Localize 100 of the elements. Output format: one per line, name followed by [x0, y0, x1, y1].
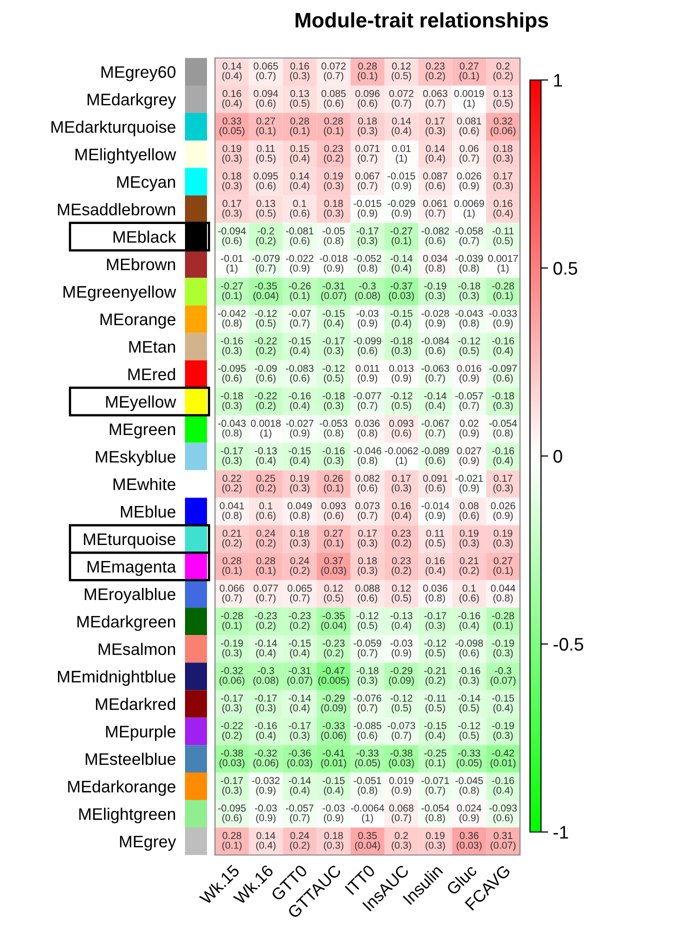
data-label: 0.12 (0.5) — [392, 584, 412, 604]
data-label: -0.12 (0.5) — [390, 392, 412, 412]
data-label: -0.058 (0.7) — [455, 227, 483, 246]
data-label: 0.18 (0.3) — [358, 557, 378, 576]
data-label: 0.25 (0.2) — [256, 474, 276, 494]
data-label: 0.016 (0.9) — [457, 364, 482, 384]
data-label: 0.1 (0.6) — [256, 502, 276, 521]
data-label: 0.19 (0.3) — [493, 530, 513, 548]
data-label: -0.015 (0.9) — [354, 200, 382, 219]
data-label: -0.057 (0.7) — [455, 392, 483, 412]
data-label: 0.085 (0.6) — [321, 90, 346, 109]
data-label: 0.02 (0.9) — [460, 420, 479, 439]
data-label: -0.059 (0.7) — [354, 640, 382, 658]
data-label: -0.032 (0.9) — [252, 777, 280, 796]
data-label: 0.18 (0.3) — [222, 172, 242, 192]
data-label: 0.19 (0.3) — [324, 172, 344, 192]
data-label: 0.065 (0.7) — [288, 584, 312, 604]
data-label: -0.16 (0.4) — [492, 777, 514, 796]
data-label: 0.12 (0.5) — [324, 584, 344, 604]
data-label: -0.14 (0.5) — [458, 694, 480, 714]
data-label: -0.33 (0.06) — [321, 722, 346, 741]
data-label: 0.23 (0.2) — [392, 530, 412, 548]
data-label: 0.17 (0.3) — [493, 474, 513, 494]
data-label: 0.24 (0.2) — [290, 832, 310, 851]
data-label: -0.2 (0.2) — [256, 227, 276, 246]
y-tick-label: MEwhite — [114, 478, 176, 490]
y-tick-label: MEgrey — [120, 836, 176, 851]
data-label: -0.033 (0.9) — [489, 310, 517, 329]
data-label: -0.16 (0.4) — [288, 392, 311, 412]
data-label: 0.019 (0.9) — [389, 777, 414, 796]
data-label: 0.37 (0.03) — [321, 557, 346, 576]
data-label: -0.19 (0.3) — [220, 640, 243, 658]
data-label: 0.28 (0.1) — [290, 117, 310, 136]
data-label: -0.12 (0.5) — [424, 640, 446, 658]
y-tick-label: MEmagenta — [88, 561, 176, 576]
data-label: -0.17 (0.3) — [322, 337, 345, 356]
data-label: 0.024 (0.9) — [457, 804, 482, 824]
data-label: 0.063 (0.7) — [423, 90, 448, 109]
data-label: 0.06 (0.7) — [460, 144, 479, 164]
data-label: -0.03 (0.9) — [390, 640, 412, 658]
data-label: 0.17 (0.3) — [392, 474, 412, 494]
data-label: -0.093 (0.6) — [489, 804, 517, 824]
data-label: -0.17 (0.3) — [220, 694, 243, 714]
data-label: -0.021 (0.9) — [455, 474, 483, 494]
data-label: 0.071 (0.7) — [355, 144, 380, 164]
color-bar-label: -0.5 — [554, 638, 584, 651]
data-label: -0.14 (0.4) — [288, 777, 311, 796]
data-label: -0.26 (0.1) — [288, 282, 311, 302]
data-label: -0.11 (0.5) — [424, 694, 446, 714]
data-label: -0.18 (0.3) — [322, 392, 345, 412]
data-label: 0.067 (0.7) — [355, 172, 380, 192]
data-label: -0.095 (0.6) — [218, 364, 246, 384]
data-label: -0.38 (0.03) — [388, 750, 414, 768]
data-label: -0.3 (0.08) — [253, 667, 278, 686]
data-label: 0.19 (0.3) — [222, 144, 242, 164]
data-label: -0.28 (0.1) — [492, 612, 514, 631]
data-label: 0.091 (0.6) — [423, 474, 448, 494]
data-label: 0.21 (0.2) — [460, 557, 479, 576]
data-label: -0.13 (0.4) — [390, 612, 412, 631]
data-label: 0.093 (0.6) — [389, 420, 414, 439]
data-label: -0.16 (0.3) — [322, 447, 345, 466]
data-label: 0.16 (0.4) — [392, 502, 412, 521]
data-label: 0.1 (0.6) — [290, 200, 310, 219]
color-bar-label: 1 — [554, 74, 562, 87]
data-label: 0.21 (0.2) — [222, 530, 242, 548]
data-label: 0.18 (0.3) — [358, 117, 378, 136]
data-label: 0.17 (0.3) — [222, 200, 242, 219]
data-label: -0.41 (0.01) — [321, 750, 346, 768]
data-label: -0.018 (0.9) — [320, 254, 348, 274]
data-label: 0.082 (0.6) — [355, 474, 380, 494]
data-label: 0.17 (0.3) — [358, 530, 378, 548]
data-label: 0.065 (0.7) — [254, 62, 278, 82]
data-label: -0.23 (0.2) — [254, 612, 277, 631]
y-tick-label: MEgreenyellow — [64, 286, 176, 302]
y-tick-label: MEorange — [100, 314, 176, 329]
y-tick-label: MEsalmon — [98, 642, 176, 656]
data-label: 0.0019 (1) — [454, 90, 484, 109]
data-label: 0.22 (0.2) — [222, 474, 242, 494]
y-tick-label: MElightyellow — [76, 148, 176, 164]
data-label: -0.18 (0.3) — [356, 667, 378, 686]
data-label: 0.072 (0.7) — [321, 62, 346, 82]
y-tick-label: MEdarkorange — [68, 780, 176, 796]
data-label: -0.083 (0.6) — [286, 364, 314, 384]
data-label: -0.14 (0.4) — [390, 254, 412, 274]
data-label: 0.13 (0.5) — [290, 90, 310, 109]
y-tick-label: MEturquoise — [84, 532, 176, 548]
data-label: -0.22 (0.2) — [254, 392, 277, 412]
data-label: 0.16 (0.3) — [290, 62, 310, 82]
data-label: 0.18 (0.3) — [290, 530, 310, 548]
data-label: 0.27 (0.1) — [460, 62, 479, 82]
y-tick-label: MEtan — [129, 341, 176, 353]
y-tick-label: MElightgreen — [79, 808, 176, 824]
data-label: -0.15 (0.4) — [288, 447, 311, 466]
data-label: -0.33 (0.05) — [456, 750, 482, 768]
data-label: -0.35 (0.04) — [253, 282, 278, 302]
data-label: 0.17 (0.3) — [493, 172, 513, 192]
data-label: 0.36 (0.03) — [456, 832, 482, 851]
data-label: -0.42 (0.01) — [490, 750, 516, 768]
data-label: -0.12 (0.5) — [322, 364, 345, 384]
data-label: 0.072 (0.7) — [389, 90, 414, 109]
